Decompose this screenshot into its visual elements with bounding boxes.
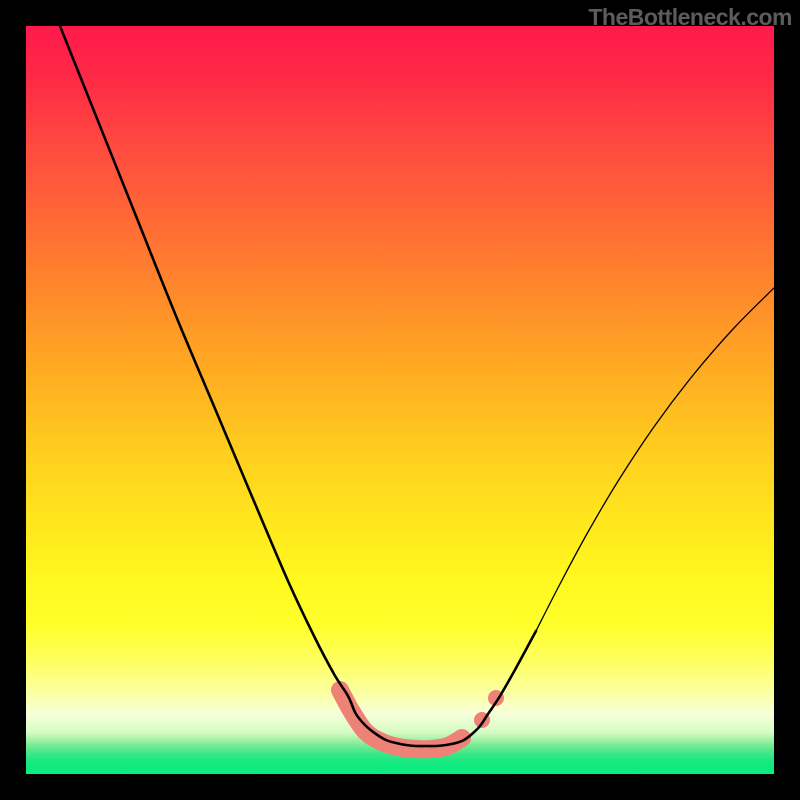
- watermark-text: TheBottleneck.com: [588, 4, 792, 31]
- chart-plot: [26, 26, 774, 774]
- gradient-background: [26, 26, 774, 774]
- chart-frame: TheBottleneck.com: [0, 0, 800, 800]
